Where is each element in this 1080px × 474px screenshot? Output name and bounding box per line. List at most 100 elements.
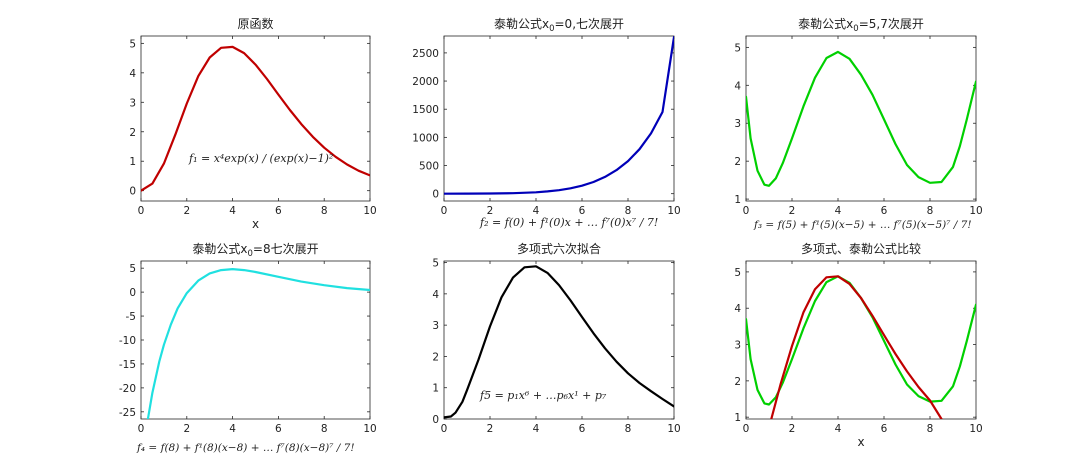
x-tick-label: 0 bbox=[743, 423, 750, 435]
x-tick-label: 0 bbox=[743, 205, 750, 217]
x-tick-label: 8 bbox=[321, 423, 328, 435]
y-tick-label: 5 bbox=[432, 258, 439, 270]
x-tick-label: 8 bbox=[625, 205, 632, 217]
y-tick-label: 5 bbox=[129, 38, 136, 50]
chart-title: 泰勒公式x0=0,七次展开 bbox=[494, 17, 624, 34]
plot-frame bbox=[140, 260, 371, 420]
chart-title: 多项式、泰勒公式比较 bbox=[801, 241, 921, 256]
y-tick-label: 2000 bbox=[412, 76, 439, 88]
chart-title: 原函数 bbox=[237, 16, 273, 31]
plot-frame bbox=[443, 260, 675, 420]
x-tick-label: 8 bbox=[927, 423, 934, 435]
x-tick-label: 2 bbox=[487, 423, 494, 435]
x-tick-label: 4 bbox=[533, 423, 540, 435]
series-line-2 bbox=[770, 275, 943, 419]
y-tick-label: 3 bbox=[734, 118, 741, 130]
x-tick-label: 10 bbox=[363, 205, 376, 217]
formula-annotation: f₁ = x⁴exp(x) / (exp(x)−1)² bbox=[188, 152, 333, 165]
chart-panel-2: 0 2 4 6 8 10 0 500 1000 1500 2000 2500 泰勒公式x0=0,七次展开… bbox=[412, 17, 680, 229]
y-tick-label: 1 bbox=[734, 194, 741, 206]
y-tick-label: 5 bbox=[129, 263, 136, 275]
x-tick-label: 6 bbox=[579, 423, 586, 435]
x-tick-label: 2 bbox=[789, 423, 796, 435]
x-tick-label: 6 bbox=[881, 423, 888, 435]
x-tick-label: 0 bbox=[138, 205, 145, 217]
x-tick-label: 4 bbox=[533, 205, 540, 217]
chart-panel-1: 0 2 4 6 8 10 0 1 2 3 4 5 原函数 x f₁ = x⁴exp(x) / (exp(x)… bbox=[129, 16, 376, 231]
x-tick-label: 2 bbox=[789, 205, 796, 217]
y-tick-label: -25 bbox=[119, 407, 136, 419]
y-tick-label: 2500 bbox=[412, 48, 439, 60]
y-tick-label: 1 bbox=[734, 412, 741, 424]
x-tick-label: 2 bbox=[487, 205, 494, 217]
y-tick-label: 0 bbox=[432, 414, 439, 426]
x-tick-label: 4 bbox=[229, 205, 236, 217]
plot-frame bbox=[443, 35, 675, 202]
y-tick-label: 2 bbox=[734, 376, 741, 388]
x-tick-label: 0 bbox=[138, 423, 145, 435]
y-tick-label: 2 bbox=[432, 351, 439, 363]
series-line-1 bbox=[444, 265, 674, 419]
series-line-1 bbox=[141, 45, 370, 192]
y-tick-label: 1 bbox=[432, 383, 439, 395]
x-tick-label: 8 bbox=[321, 205, 328, 217]
x-tick-label: 10 bbox=[969, 205, 982, 217]
y-tick-label: -5 bbox=[126, 311, 136, 323]
series-line-1 bbox=[444, 36, 674, 195]
y-tick-label: 2 bbox=[129, 127, 136, 139]
x-tick-label: 10 bbox=[363, 423, 376, 435]
x-tick-label: 2 bbox=[183, 205, 190, 217]
x-tick-label: 6 bbox=[579, 205, 586, 217]
y-tick-label: -10 bbox=[119, 335, 136, 347]
y-tick-label: 3 bbox=[432, 320, 439, 332]
y-tick-label: 3 bbox=[129, 97, 136, 109]
y-tick-label: -20 bbox=[119, 383, 136, 395]
formula-annotation: f₃ = f(5) + f¹(5)(x−5) + … f⁷(5)(x−5)⁷ /… bbox=[753, 219, 972, 231]
y-tick-label: 0 bbox=[129, 186, 136, 198]
x-tick-label: 4 bbox=[835, 423, 842, 435]
y-tick-label: 3 bbox=[734, 340, 741, 352]
x-tick-label: 6 bbox=[881, 205, 888, 217]
y-tick-label: 1000 bbox=[412, 132, 439, 144]
chart-title: 多项式六次拟合 bbox=[517, 241, 601, 256]
x-tick-label: 4 bbox=[835, 205, 842, 217]
x-tick-label: 4 bbox=[229, 423, 236, 435]
chart-title: 泰勒公式x0=5,7次展开 bbox=[798, 17, 924, 34]
formula-annotation: f5 = p₁x⁶ + …p₆x¹ + p₇ bbox=[479, 389, 607, 402]
plot-frame bbox=[140, 35, 371, 202]
formula-annotation: f₂ = f(0) + f¹(0)x + … f⁷(0)x⁷ / 7! bbox=[479, 216, 658, 229]
x-tick-label: 10 bbox=[667, 423, 680, 435]
x-tick-label: 2 bbox=[183, 423, 190, 435]
y-tick-label: 4 bbox=[129, 68, 136, 80]
y-tick-label: 0 bbox=[129, 287, 136, 299]
y-tick-label: -15 bbox=[119, 359, 136, 371]
x-tick-label: 6 bbox=[275, 205, 282, 217]
y-tick-label: 1500 bbox=[412, 104, 439, 116]
x-tick-label: 10 bbox=[667, 205, 680, 217]
x-tick-label: 0 bbox=[441, 423, 448, 435]
x-tick-label: 0 bbox=[441, 205, 448, 217]
plot-frame bbox=[745, 260, 977, 420]
y-tick-label: 5 bbox=[734, 267, 741, 279]
x-axis-label: x bbox=[857, 435, 864, 449]
y-tick-label: 4 bbox=[734, 80, 741, 92]
x-tick-label: 8 bbox=[625, 423, 632, 435]
y-tick-label: 5 bbox=[734, 42, 741, 54]
formula-annotation: f₄ = f(8) + f¹(8)(x−8) + … f⁷(8)(x−8)⁷ /… bbox=[136, 442, 355, 454]
x-tick-label: 6 bbox=[275, 423, 282, 435]
x-axis-label: x bbox=[252, 217, 259, 231]
y-tick-label: 500 bbox=[419, 161, 439, 173]
x-tick-label: 10 bbox=[969, 423, 982, 435]
chart-panel-4: 0 2 4 6 8 10 -25 -20 -15 -10 -5 0 5 泰勒公式x0=8七次展开 f₄ = … bbox=[119, 242, 377, 454]
y-tick-label: 0 bbox=[432, 189, 439, 201]
chart-title: 泰勒公式x0=8七次展开 bbox=[192, 242, 318, 259]
chart-panel-5: 0 2 4 6 8 10 0 1 2 3 4 5 多项式六次拟合 f5 = p₁x⁶ + …p₆x¹ + … bbox=[432, 241, 680, 435]
x-tick-label: 8 bbox=[927, 205, 934, 217]
series-line-1 bbox=[146, 268, 370, 419]
y-tick-label: 2 bbox=[734, 156, 741, 168]
y-tick-label: 4 bbox=[734, 303, 741, 315]
plot-frame bbox=[745, 35, 977, 202]
